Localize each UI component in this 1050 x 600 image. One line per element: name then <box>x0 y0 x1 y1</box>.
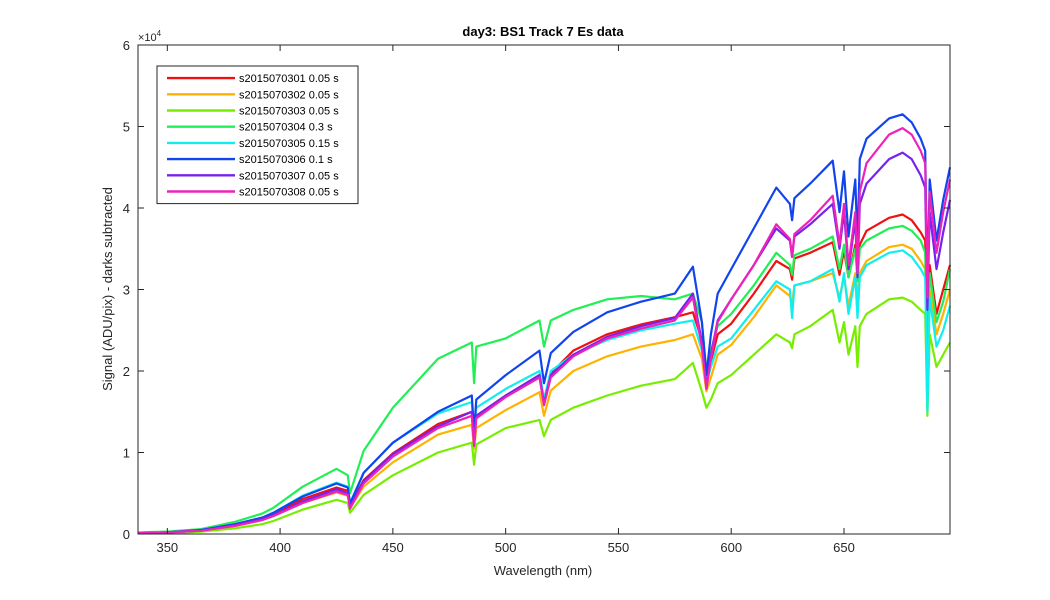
legend-entry-label: s2015070301 0.05 s <box>239 73 339 85</box>
y-axis-multiplier-exponent: 4 <box>157 29 162 38</box>
legend-entry-label: s2015070303 0.05 s <box>239 106 339 118</box>
y-tick-label: 4 <box>123 201 130 216</box>
x-tick-label: 650 <box>833 540 855 555</box>
y-tick-label: 3 <box>123 283 130 298</box>
series-line <box>137 127 952 535</box>
y-axis-multiplier-base: ×10 <box>138 32 157 44</box>
x-axis-label: Wavelength (nm) <box>494 563 593 578</box>
y-tick-label: 5 <box>123 120 130 135</box>
y-tick-label: 2 <box>123 364 130 379</box>
chart-title: day3: BS1 Track 7 Es data <box>462 24 624 39</box>
legend: s2015070301 0.05 s s2015070302 0.05 s s201… <box>156 65 359 205</box>
legend-entry-label: s2015070302 0.05 s <box>239 89 339 101</box>
series-line <box>138 296 951 535</box>
x-tick-label: 600 <box>720 540 742 555</box>
x-tick-label: 450 <box>382 540 404 555</box>
x-tick-label: 350 <box>156 540 178 555</box>
legend-entry-label: s2015070306 0.1 s <box>239 154 333 166</box>
series-layer <box>137 113 952 535</box>
legend-entry-label: s2015070307 0.05 s <box>239 170 339 182</box>
x-tick-label: 550 <box>608 540 630 555</box>
tick-layer: 350 400 450 500 550 600 650 0 1 2 3 4 5 6 <box>123 38 950 555</box>
y-axis-label: Signal (ADU/pix) - darks subtracted <box>100 187 115 391</box>
y-axis-multiplier: ×104 <box>138 29 162 44</box>
y-tick-label: 6 <box>123 38 130 53</box>
y-tick-label: 0 <box>123 527 130 542</box>
legend-box <box>156 65 359 205</box>
x-tick-label: 500 <box>495 540 517 555</box>
x-tick-label: 400 <box>269 540 291 555</box>
y-tick-label: 1 <box>123 446 130 461</box>
legend-entry-label: s2015070304 0.3 s <box>239 122 333 134</box>
legend-entry-label: s2015070305 0.15 s <box>239 138 339 150</box>
legend-entry-label: s2015070308 0.05 s <box>239 187 339 199</box>
